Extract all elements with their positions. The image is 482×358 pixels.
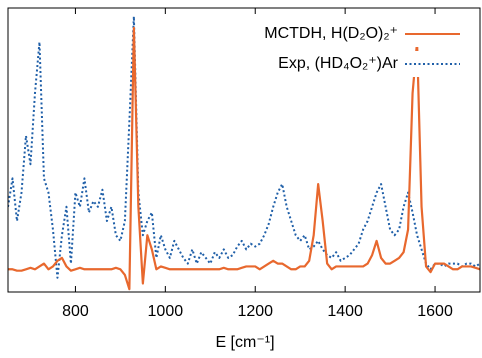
x-tick-label: 1000 — [148, 303, 184, 320]
x-tick-label: 1400 — [327, 303, 363, 320]
legend-bg — [205, 51, 475, 77]
series-line — [8, 26, 480, 291]
x-tick-label: 1200 — [237, 303, 273, 320]
series-line — [8, 15, 480, 279]
plot-frame — [7, 7, 481, 293]
legend-label: Exp, (HD₄O₂⁺)Ar — [278, 55, 399, 72]
x-axis-label: E [cm⁻¹] — [215, 334, 274, 351]
plot-area — [8, 15, 480, 291]
x-tick-label: 1600 — [417, 303, 453, 320]
x-tick-label: 800 — [62, 303, 89, 320]
legend-label: MCTDH, H(D₂O)₂⁺ — [264, 25, 398, 42]
